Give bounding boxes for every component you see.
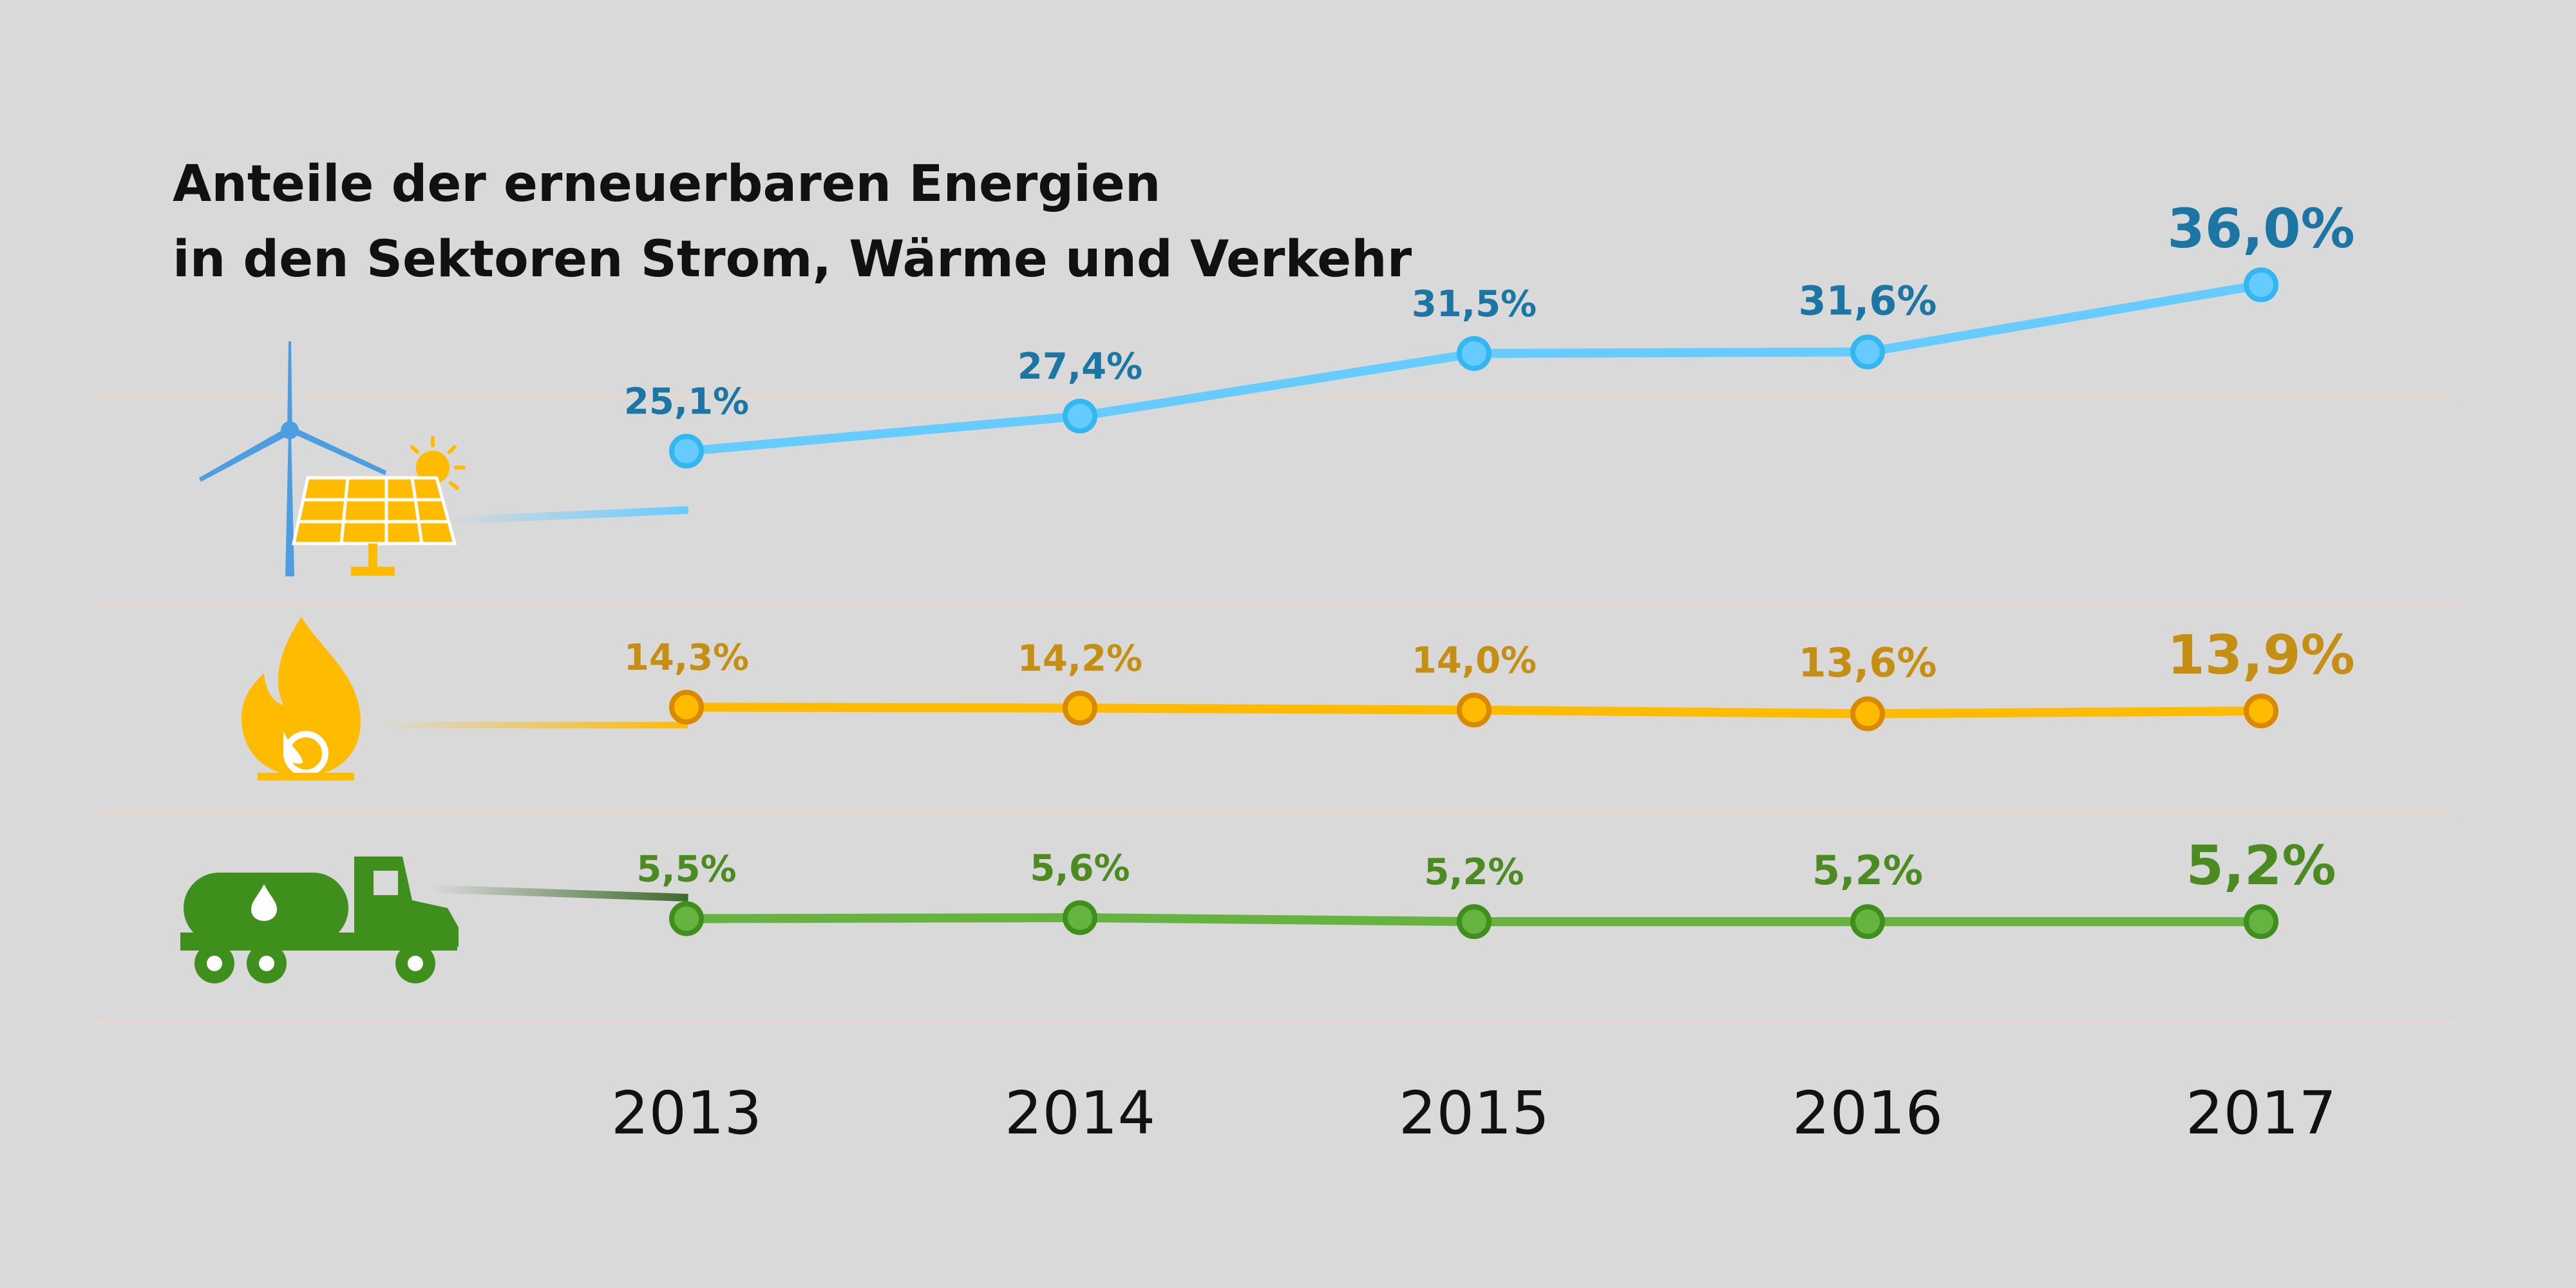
data-label-verkehr: 5,6% bbox=[1030, 848, 1130, 889]
data-label-strom: 27,4% bbox=[1018, 346, 1142, 388]
chart-title: Anteile der erneuerbaren Energien in den… bbox=[173, 147, 1412, 298]
data-point-strom bbox=[1457, 336, 1492, 371]
data-point-verkehr bbox=[2244, 904, 2278, 940]
connector-strom bbox=[444, 506, 689, 525]
data-label-verkehr: 5,2% bbox=[2186, 834, 2336, 897]
data-point-strom bbox=[1850, 334, 1885, 370]
x-tick-label: 2015 bbox=[1399, 1079, 1549, 1148]
connector-waerme bbox=[380, 722, 688, 728]
data-label-strom: 25,1% bbox=[624, 381, 749, 423]
data-point-strom bbox=[2244, 267, 2278, 303]
series-strom: 25,1% 27,4% 31,5% 31,6% 36,0% bbox=[624, 197, 2355, 469]
data-point-strom bbox=[1063, 399, 1097, 434]
data-label-waerme: 14,3% bbox=[624, 637, 749, 679]
data-point-verkehr bbox=[1457, 904, 1492, 940]
data-label-waerme: 13,9% bbox=[2167, 623, 2354, 687]
data-point-verkehr bbox=[669, 901, 704, 936]
tank-truck-icon bbox=[180, 857, 459, 983]
data-label-strom: 36,0% bbox=[2167, 197, 2354, 260]
data-label-waerme: 14,0% bbox=[1412, 640, 1537, 682]
data-point-waerme bbox=[1063, 690, 1097, 726]
data-label-waerme: 13,6% bbox=[1798, 639, 1937, 686]
x-tick-label: 2014 bbox=[1005, 1079, 1155, 1148]
x-tick-label: 2016 bbox=[1792, 1079, 1943, 1148]
data-point-verkehr bbox=[1063, 900, 1097, 935]
data-point-strom bbox=[669, 433, 704, 469]
x-axis: 2013 2014 2015 2016 2017 bbox=[611, 1079, 2336, 1148]
data-point-waerme bbox=[2244, 693, 2278, 728]
flame-icon bbox=[242, 617, 361, 781]
data-label-strom: 31,6% bbox=[1798, 278, 1937, 325]
chart-title-line-2: in den Sektoren Strom, Wärme und Verkehr bbox=[173, 231, 1412, 289]
series-waerme: 14,3% 14,2% 14,0% 13,6% 13,9% bbox=[624, 623, 2355, 732]
wind-turbine-solar-panel-icon bbox=[199, 341, 466, 576]
chart-title-line-1: Anteile der erneuerbaren Energien bbox=[173, 155, 1161, 213]
series-verkehr: 5,5% 5,6% 5,2% 5,2% 5,2% bbox=[636, 834, 2336, 940]
data-label-verkehr: 5,2% bbox=[1424, 851, 1524, 893]
data-point-waerme bbox=[1850, 696, 1885, 732]
data-point-waerme bbox=[1457, 692, 1492, 728]
x-tick-label: 2013 bbox=[611, 1079, 762, 1148]
grid-lines bbox=[95, 396, 2459, 1024]
data-label-verkehr: 5,2% bbox=[1812, 847, 1923, 894]
data-label-strom: 31,5% bbox=[1412, 283, 1537, 325]
series-layer: 25,1% 27,4% 31,5% 31,6% 36,0% 14,3% 14,2% 14,0%… bbox=[624, 197, 2355, 940]
data-point-verkehr bbox=[1850, 904, 1885, 940]
data-label-verkehr: 5,5% bbox=[636, 849, 736, 891]
data-point-waerme bbox=[669, 690, 704, 725]
connector-verkehr bbox=[431, 885, 688, 902]
data-label-waerme: 14,2% bbox=[1018, 638, 1142, 680]
x-tick-label: 2017 bbox=[2186, 1079, 2336, 1148]
